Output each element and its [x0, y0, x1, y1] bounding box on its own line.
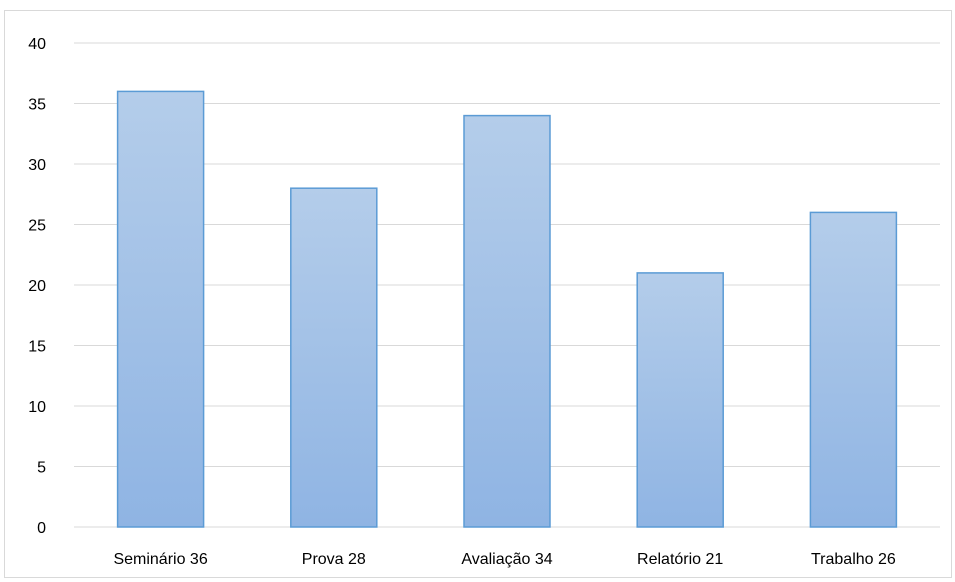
- bar: [116, 90, 205, 528]
- y-tick-label: 20: [28, 278, 46, 295]
- y-tick-label: 5: [37, 460, 46, 477]
- bar: [636, 272, 724, 528]
- y-tick-label: 30: [28, 157, 46, 174]
- x-tick-label: Prova 28: [302, 551, 366, 568]
- bar: [809, 211, 898, 528]
- bar: [463, 114, 551, 528]
- x-tick-label: Avaliação 34: [461, 551, 552, 568]
- y-tick-label: 40: [28, 36, 46, 53]
- y-tick-label: 0: [37, 520, 46, 537]
- x-axis-tick-labels: Seminário 36 Prova 28 Avaliação 34 Relatóri…: [113, 551, 895, 568]
- y-tick-label: 25: [28, 218, 46, 235]
- y-tick-label: 35: [28, 97, 46, 114]
- y-axis-tick-labels: 0 5 10 15 20 25 30 35 40: [28, 36, 46, 537]
- x-tick-label: Trabalho 26: [811, 551, 896, 568]
- x-tick-label: Relatório 21: [637, 551, 723, 568]
- x-tick-label: Seminário 36: [113, 551, 207, 568]
- y-tick-label: 15: [28, 339, 46, 356]
- bar: [290, 187, 378, 528]
- bars: [116, 90, 898, 528]
- y-tick-label: 10: [28, 399, 46, 416]
